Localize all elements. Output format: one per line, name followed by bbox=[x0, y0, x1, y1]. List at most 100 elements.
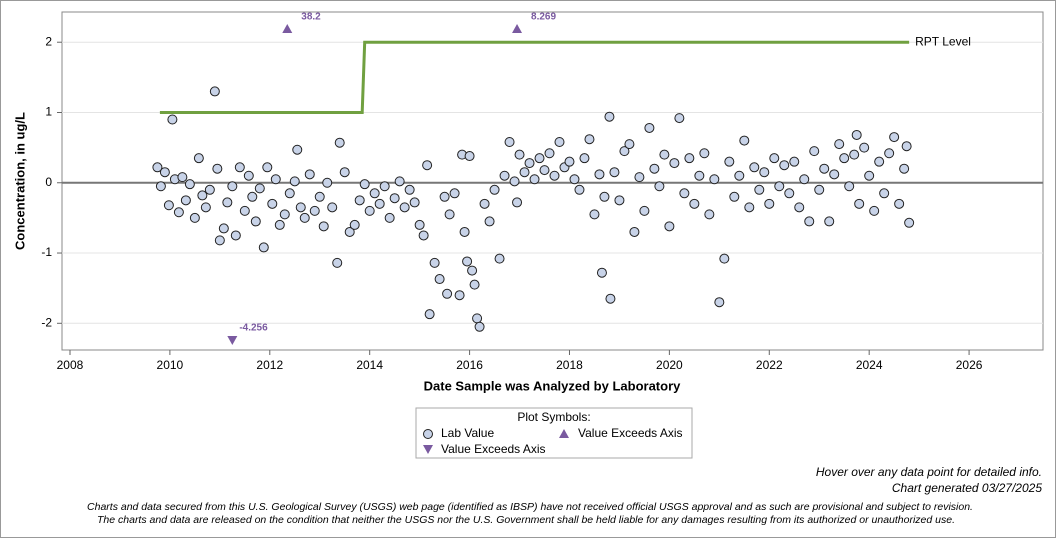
data-point bbox=[764, 198, 775, 209]
data-point bbox=[279, 209, 290, 220]
data-point bbox=[454, 290, 465, 301]
disclaimer: The charts and data are released on the … bbox=[97, 514, 955, 526]
data-point bbox=[769, 153, 780, 164]
note: Chart generated 03/27/2025 bbox=[892, 481, 1042, 495]
data-point bbox=[774, 181, 785, 192]
exceeds-label: 38.2 bbox=[301, 12, 321, 23]
data-point bbox=[784, 188, 795, 199]
data-point bbox=[624, 139, 635, 150]
data-point bbox=[299, 212, 310, 223]
data-point bbox=[167, 114, 178, 125]
data-point bbox=[289, 176, 300, 187]
data-point bbox=[200, 202, 211, 213]
data-point bbox=[894, 198, 905, 209]
data-point bbox=[459, 226, 470, 237]
data-point bbox=[529, 174, 540, 185]
data-point bbox=[879, 188, 890, 199]
data-point bbox=[851, 129, 862, 140]
x-tick-label: 2026 bbox=[956, 358, 983, 372]
data-point bbox=[834, 139, 845, 150]
legend-label: Value Exceeds Axis bbox=[441, 442, 546, 456]
data-point bbox=[744, 202, 755, 213]
data-point bbox=[439, 191, 450, 202]
data-point bbox=[184, 179, 195, 190]
data-point bbox=[689, 198, 700, 209]
data-point bbox=[864, 170, 875, 181]
x-tick-label: 2024 bbox=[856, 358, 883, 372]
y-tick-label: -2 bbox=[41, 315, 52, 329]
data-point bbox=[614, 195, 625, 206]
data-point bbox=[604, 111, 615, 122]
data-point bbox=[197, 190, 208, 201]
data-point bbox=[243, 170, 254, 181]
data-point bbox=[254, 183, 265, 194]
data-point bbox=[779, 160, 790, 171]
data-point bbox=[874, 156, 885, 167]
data-point bbox=[539, 165, 550, 176]
data-point bbox=[414, 219, 425, 230]
data-point bbox=[789, 156, 800, 167]
exceeds-label: 8.269 bbox=[531, 12, 556, 23]
data-point bbox=[484, 216, 495, 227]
data-point bbox=[819, 163, 830, 174]
data-point bbox=[469, 279, 480, 290]
x-tick-label: 2020 bbox=[656, 358, 683, 372]
data-point bbox=[869, 205, 880, 216]
data-point bbox=[212, 163, 223, 174]
data-point bbox=[239, 205, 250, 216]
data-point bbox=[514, 149, 525, 160]
data-point bbox=[629, 226, 640, 237]
y-tick-label: 0 bbox=[45, 175, 52, 189]
data-point bbox=[574, 184, 585, 195]
data-point bbox=[649, 163, 660, 174]
y-tick-label: 2 bbox=[45, 34, 52, 48]
data-point bbox=[644, 122, 655, 133]
plot-area bbox=[61, 11, 1044, 351]
data-point bbox=[295, 202, 306, 213]
data-point bbox=[267, 198, 278, 209]
data-point bbox=[472, 313, 483, 324]
data-point bbox=[364, 205, 375, 216]
data-point bbox=[274, 219, 285, 230]
legend-symbol bbox=[423, 429, 433, 439]
data-point bbox=[173, 207, 184, 218]
data-point bbox=[734, 170, 745, 181]
data-point bbox=[464, 151, 475, 162]
data-point bbox=[369, 188, 380, 199]
data-point bbox=[304, 169, 315, 180]
data-point bbox=[904, 217, 915, 228]
data-point bbox=[409, 197, 420, 208]
data-point bbox=[519, 167, 530, 178]
disclaimer: Charts and data secured from this U.S. G… bbox=[87, 501, 973, 513]
data-point bbox=[669, 158, 680, 169]
data-point bbox=[462, 256, 473, 267]
data-point bbox=[739, 135, 750, 146]
legend-title: Plot Symbols: bbox=[517, 410, 590, 424]
data-point bbox=[749, 162, 760, 173]
data-point bbox=[344, 226, 355, 237]
data-point bbox=[227, 181, 238, 192]
data-point bbox=[794, 202, 805, 213]
data-point bbox=[218, 223, 229, 234]
data-point bbox=[422, 160, 433, 171]
data-point bbox=[699, 148, 710, 159]
reference-line bbox=[159, 40, 910, 114]
x-tick-label: 2008 bbox=[57, 358, 84, 372]
data-point bbox=[359, 179, 370, 190]
data-point bbox=[729, 191, 740, 202]
data-point bbox=[250, 216, 261, 227]
data-point bbox=[509, 176, 520, 187]
legend-symbol bbox=[423, 445, 433, 454]
data-point bbox=[318, 221, 329, 232]
data-point bbox=[163, 200, 174, 211]
data-point bbox=[544, 148, 555, 159]
data-point bbox=[332, 257, 343, 268]
data-point bbox=[594, 169, 605, 180]
data-point bbox=[674, 113, 685, 124]
data-point bbox=[724, 156, 735, 167]
data-point bbox=[284, 188, 295, 199]
legend-label: Value Exceeds Axis bbox=[578, 426, 683, 440]
data-point bbox=[152, 162, 163, 173]
exceeds-marker bbox=[512, 24, 523, 33]
data-point bbox=[234, 162, 245, 173]
